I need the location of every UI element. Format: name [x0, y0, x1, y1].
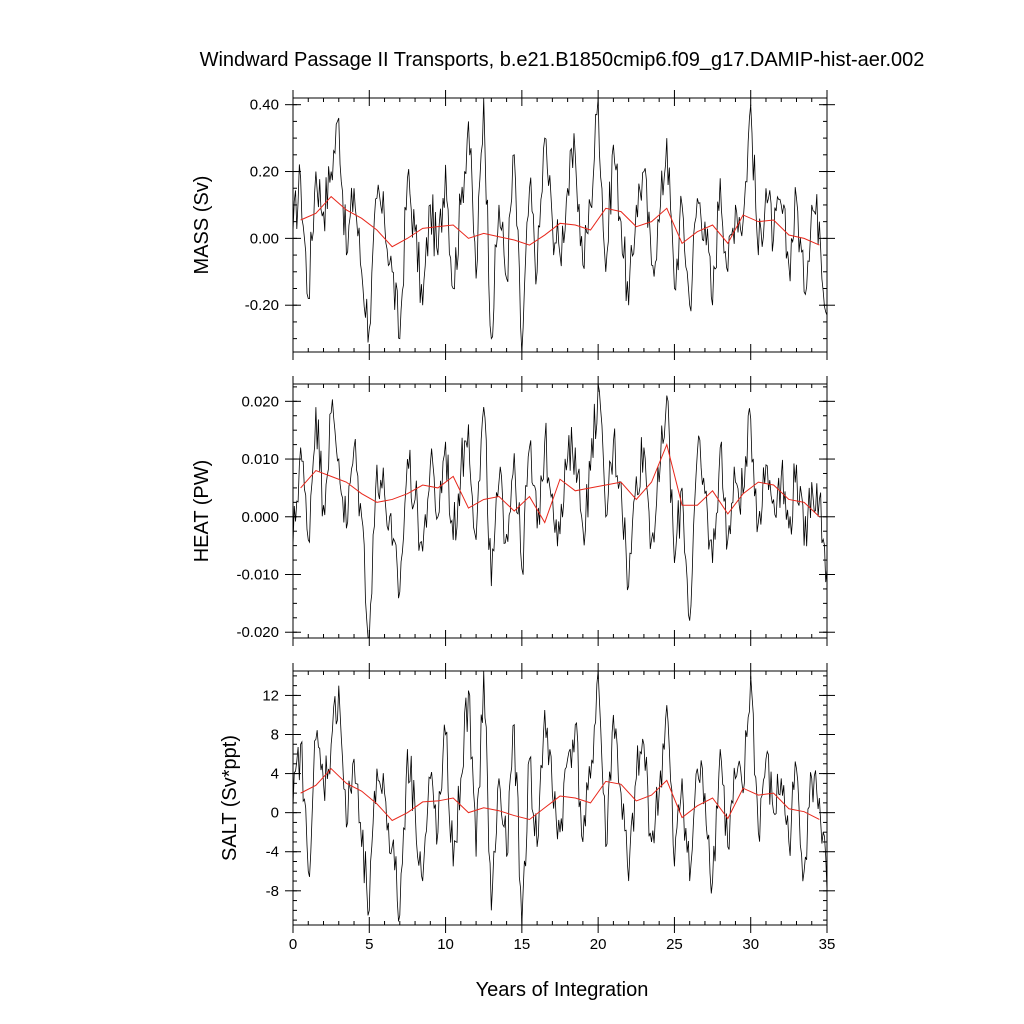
y-tick-label: 0.010: [241, 451, 279, 468]
x-tick-label: 5: [365, 936, 373, 953]
y-tick-label: 0.000: [241, 509, 279, 526]
x-tick-label: 15: [514, 936, 531, 953]
y-axis-label: MASS (Sv): [191, 176, 213, 275]
annual-mean-line: [300, 195, 820, 248]
y-tick-label: -8: [266, 883, 279, 900]
x-tick-label: 10: [437, 936, 454, 953]
plot-frame: [292, 383, 828, 639]
y-tick-label: 0.020: [241, 393, 279, 410]
y-tick-label: -0.020: [236, 624, 279, 641]
monthly-series-line: [293, 98, 827, 352]
annual-mean-line: [300, 767, 820, 822]
y-axis-label: HEAT (PW): [191, 460, 213, 563]
y-tick-label: 12: [262, 687, 279, 704]
y-tick-label: 8: [271, 727, 279, 744]
y-axis-label: SALT (Sv*ppt): [219, 735, 241, 861]
y-tick-label: 0.20: [250, 164, 279, 181]
plot-frame: [292, 670, 828, 926]
y-tick-label: -0.20: [245, 297, 279, 314]
x-axis-label: Years of Integration: [476, 979, 649, 1001]
monthly-series-line: [293, 384, 827, 638]
x-tick-label: 20: [590, 936, 607, 953]
x-tick-label: 25: [666, 936, 683, 953]
y-tick-label: 0.00: [250, 230, 279, 247]
plot-frame: [292, 97, 828, 353]
y-tick-label: -0.010: [236, 567, 279, 584]
x-tick-label: 35: [819, 936, 836, 953]
x-tick-label: 30: [742, 936, 759, 953]
panel-top: -0.20 0.00 0.20 0.40 MASS (Sv): [191, 90, 835, 360]
panel-bottom: 0 5 10 15 20 25 30 35 -8 -4 0 4 8 12 SALT (Sv*ppt): [219, 663, 835, 953]
y-tick-label: -4: [266, 844, 279, 861]
y-tick-label: 4: [271, 766, 279, 783]
y-tick-label: 0.40: [250, 97, 279, 114]
panel-middle: -0.020 -0.010 0.000 0.010 0.020 HEAT (PW): [191, 376, 835, 646]
y-tick-label: 0: [271, 805, 279, 822]
monthly-series-line: [293, 671, 827, 925]
x-tick-label: 0: [289, 936, 297, 953]
figure-title: Windward Passage II Transports, b.e21.B1…: [200, 49, 925, 71]
panels: -0.20 0.00 0.20 0.40 MASS (Sv) -0.020 -0.010 0.…: [191, 90, 835, 953]
annual-mean-line: [300, 443, 820, 524]
